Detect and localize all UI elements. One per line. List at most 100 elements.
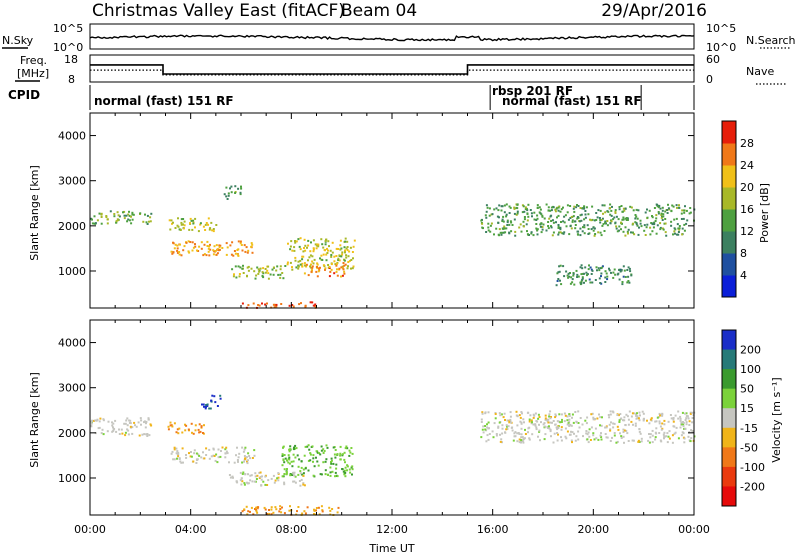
date-label: 29/Apr/2016 <box>601 1 707 21</box>
velocity-cell-5 <box>243 482 246 485</box>
velocity-cell-7 <box>626 432 629 435</box>
velocity-cell-7 <box>504 419 506 421</box>
power-cell-9 <box>567 276 570 279</box>
velocity-cell-0 <box>93 419 95 422</box>
power-cell-8 <box>542 223 545 226</box>
power-cell-9 <box>589 266 592 269</box>
power-cell-8 <box>614 209 617 212</box>
power-cell-8 <box>673 218 676 221</box>
power-cell-9 <box>626 281 629 284</box>
velocity-cell-7 <box>691 411 694 414</box>
velocity-cell-7 <box>604 433 607 435</box>
velocity-cell-7 <box>685 417 688 420</box>
velocity-cell-7 <box>609 410 612 413</box>
velocity-cell-1 <box>178 427 181 430</box>
velocity-cell-7 <box>650 417 653 420</box>
power-cell-8 <box>635 223 638 226</box>
velocity-cell-4 <box>282 475 285 478</box>
power-cell-0 <box>93 222 96 225</box>
power-cell-0 <box>113 213 116 215</box>
velocity-cell-7 <box>682 421 685 424</box>
velocity-cell-4 <box>341 454 344 457</box>
power-cell-8 <box>526 209 529 212</box>
power-cell-6 <box>335 270 338 273</box>
velocity-cell-0 <box>145 433 148 436</box>
velocity-cell-2 <box>205 404 208 406</box>
velocity-cell-7 <box>549 410 552 413</box>
power-cell-1 <box>194 217 197 220</box>
velocity-cell-4 <box>309 453 312 456</box>
power-cell-8 <box>564 214 567 217</box>
power-cell-2 <box>236 253 239 256</box>
power-cell-6 <box>324 267 327 270</box>
power-cell-4 <box>241 267 244 270</box>
velocity-cell-6 <box>256 511 259 514</box>
velocity-cell-6 <box>266 513 268 515</box>
power-cell-1 <box>190 219 193 222</box>
power-cell-9 <box>621 283 624 286</box>
power-cell-9 <box>577 275 580 278</box>
power-cell-9 <box>591 269 594 272</box>
power-cell-8 <box>519 223 522 226</box>
velocity-cell-7 <box>494 417 497 420</box>
power-cell-8 <box>597 231 600 234</box>
velocity-cell-7 <box>622 419 624 422</box>
velocity-cell-7 <box>589 439 592 441</box>
power-cell-5 <box>352 245 355 248</box>
power-cell-9 <box>559 264 562 267</box>
power-cell-8 <box>689 211 692 214</box>
velocity-cell-7 <box>539 439 541 442</box>
velocity-cell-7 <box>638 430 641 433</box>
power-cell-5 <box>351 251 354 253</box>
velocity-cell-7 <box>634 424 637 427</box>
power-cell-8 <box>576 204 578 206</box>
power-cell-8 <box>637 233 640 236</box>
velocity-cell-1 <box>167 425 170 428</box>
power-cell-6 <box>328 266 331 268</box>
velocity-cell-6 <box>279 508 282 510</box>
power-cell-3 <box>223 193 226 196</box>
velocity-cell-4 <box>302 472 305 475</box>
power-cell-2 <box>203 253 206 256</box>
power-cell-6 <box>303 272 306 275</box>
velocity-cell-4 <box>300 473 303 476</box>
power-cell-8 <box>583 232 586 235</box>
velocity-cell-7 <box>544 414 547 417</box>
power-cell-9 <box>572 274 575 277</box>
velocity-cell-7 <box>518 441 521 444</box>
velocity-cell-3 <box>180 461 183 464</box>
power-cell-8 <box>674 228 677 231</box>
velocity-cell-0 <box>145 422 147 425</box>
power-cell-8 <box>502 227 505 230</box>
velocity-cell-7 <box>681 423 684 426</box>
velocity-cell-6 <box>283 512 286 515</box>
power-cell-5 <box>310 241 312 244</box>
power-cell-8 <box>656 224 659 227</box>
velocity-cell-5 <box>277 476 280 479</box>
power-cell-5 <box>338 259 341 262</box>
velocity-cell-7 <box>590 426 593 429</box>
power-cell-8 <box>670 224 673 227</box>
power-cell-0 <box>106 222 109 225</box>
power-cell-8 <box>587 233 590 235</box>
velocity-cell-0 <box>147 418 150 421</box>
power-cell-8 <box>652 226 655 229</box>
power-cell-9 <box>555 284 558 287</box>
velocity-colorbar-block-7 <box>722 466 736 487</box>
velocity-cell-0 <box>144 426 147 429</box>
velocity-cell-5 <box>264 483 267 486</box>
velocity-cell-7 <box>616 414 619 416</box>
velocity-cell-4 <box>289 473 292 475</box>
velocity-cell-5 <box>251 480 254 483</box>
power-cell-9 <box>558 270 561 273</box>
power-cell-9 <box>629 270 632 273</box>
velocity-cell-7 <box>665 435 668 438</box>
power-cell-8 <box>506 219 509 222</box>
power-cell-5 <box>312 250 315 253</box>
power-cell-3 <box>234 192 237 194</box>
power-cell-8 <box>499 231 502 234</box>
power-cell-8 <box>583 224 586 227</box>
velocity-cell-4 <box>344 471 347 474</box>
power-cell-9 <box>584 266 587 269</box>
velocity-cell-4 <box>341 453 344 456</box>
